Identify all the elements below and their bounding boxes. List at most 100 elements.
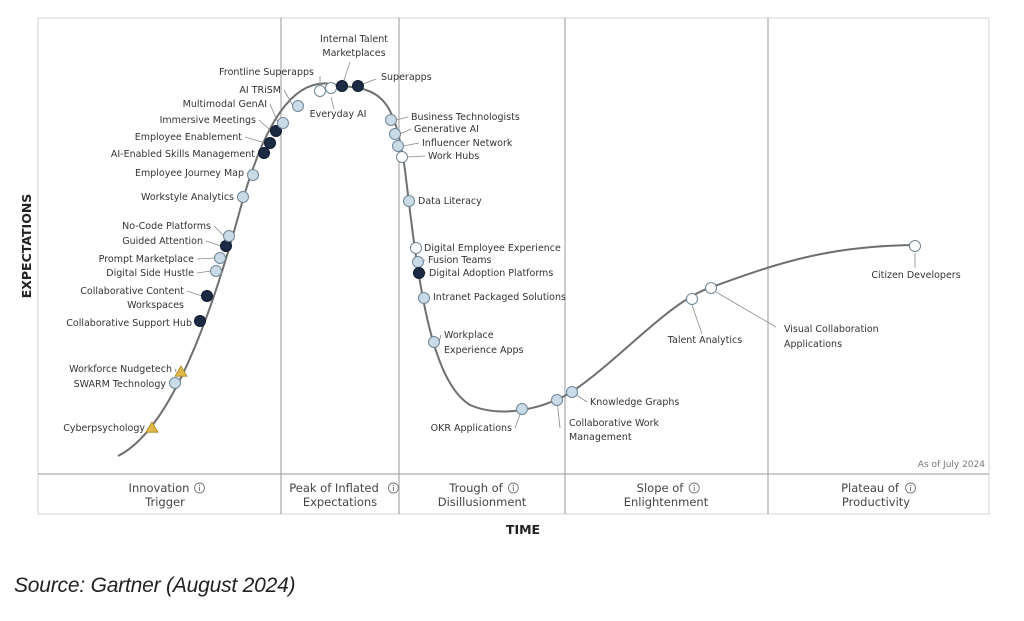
- tech-label: Superapps: [381, 72, 432, 83]
- tech-marker-light[interactable]: [292, 100, 304, 112]
- tech-label: No-Code Platforms: [122, 221, 211, 232]
- tech-marker-light[interactable]: [214, 252, 226, 264]
- tech-marker-triangle[interactable]: [145, 421, 159, 433]
- info-icon[interactable]: [387, 482, 399, 494]
- tech-label-line2: Marketplaces: [322, 48, 385, 59]
- leader-line: [399, 128, 412, 135]
- tech-marker-light[interactable]: [247, 169, 259, 181]
- tech-marker-light[interactable]: [223, 230, 235, 242]
- tech-marker-light[interactable]: [403, 195, 415, 207]
- info-icon[interactable]: [688, 482, 700, 494]
- tech-marker-light[interactable]: [210, 265, 222, 277]
- leader-line: [715, 291, 777, 328]
- tech-label: Collaborative Work: [569, 418, 660, 429]
- phase-label-line2: Disillusionment: [438, 495, 527, 509]
- tech-marker-dark[interactable]: [201, 290, 213, 302]
- tech-label-line2: Management: [569, 432, 632, 443]
- phase-dividers: [280, 18, 769, 514]
- leader-line: [196, 270, 212, 274]
- tech-label: Immersive Meetings: [160, 115, 256, 126]
- tech-marker-light[interactable]: [418, 292, 430, 304]
- tech-marker-light[interactable]: [551, 394, 563, 406]
- tech-label: Data Literacy: [418, 196, 482, 207]
- technology-markers: [145, 80, 921, 433]
- leader-line: [406, 155, 426, 158]
- tech-marker-light[interactable]: [385, 114, 397, 126]
- tech-marker-light[interactable]: [277, 117, 289, 129]
- tech-marker-dark[interactable]: [194, 315, 206, 327]
- tech-marker-light[interactable]: [169, 377, 181, 389]
- info-icon[interactable]: [507, 482, 519, 494]
- source-caption: Source: Gartner (August 2024): [14, 574, 296, 597]
- tech-label: Collaborative Support Hub: [66, 318, 192, 329]
- phase-label-line2: Expectations: [303, 495, 377, 509]
- leader-line: [213, 225, 225, 237]
- tech-marker-dark[interactable]: [413, 267, 425, 279]
- tech-label: Knowledge Graphs: [590, 397, 679, 408]
- info-icon[interactable]: [905, 482, 916, 494]
- tech-label: Multimodal GenAI: [183, 99, 267, 110]
- info-icon[interactable]: [194, 482, 205, 494]
- tech-label: SWARM Technology: [74, 379, 167, 390]
- tech-marker-dark[interactable]: [264, 137, 276, 149]
- tech-marker-dark[interactable]: [352, 80, 364, 92]
- tech-marker-white[interactable]: [325, 82, 337, 94]
- tech-marker-white[interactable]: [705, 282, 717, 294]
- tech-label: Everyday AI: [310, 109, 367, 120]
- leader-line: [174, 368, 177, 373]
- tech-marker-light[interactable]: [237, 191, 249, 203]
- phase-label: Plateau of: [841, 481, 900, 495]
- tech-marker-light[interactable]: [392, 140, 404, 152]
- tech-marker-dark[interactable]: [336, 80, 348, 92]
- y-axis-label: EXPECTATIONS: [19, 194, 34, 299]
- tech-marker-white[interactable]: [410, 242, 422, 254]
- tech-marker-light[interactable]: [516, 403, 528, 415]
- tech-label: Digital Employee Experience: [424, 243, 561, 254]
- tech-label: Internal Talent: [320, 34, 388, 45]
- tech-marker-light[interactable]: [566, 386, 578, 398]
- tech-label: Prompt Marketplace: [99, 254, 194, 265]
- tech-label-line2: Applications: [784, 339, 842, 350]
- tech-label: Digital Adoption Platforms: [429, 268, 553, 279]
- leader-line: [283, 89, 294, 107]
- tech-marker-light[interactable]: [389, 128, 401, 140]
- tech-marker-dark[interactable]: [220, 240, 232, 252]
- leader-line: [330, 96, 335, 110]
- tech-marker-white[interactable]: [909, 240, 921, 252]
- leader-line: [244, 136, 266, 144]
- phase-label-line2: Enlightenment: [624, 495, 709, 509]
- phase-label: Innovation: [129, 481, 190, 495]
- tech-label: Work Hubs: [428, 151, 479, 162]
- tech-marker-white[interactable]: [686, 293, 698, 305]
- tech-label: Guided Attention: [122, 236, 203, 247]
- tech-label: Frontline Superapps: [219, 67, 314, 78]
- tech-label: Collaborative Content: [80, 286, 184, 297]
- tech-label: Workstyle Analytics: [141, 192, 234, 203]
- tech-label: Generative AI: [414, 124, 479, 135]
- x-axis-label: TIME: [506, 522, 540, 537]
- tech-marker-triangle[interactable]: [174, 365, 188, 377]
- tech-marker-white[interactable]: [396, 151, 408, 163]
- tech-marker-white[interactable]: [314, 85, 326, 97]
- tech-marker-dark[interactable]: [270, 125, 282, 137]
- tech-label: OKR Applications: [431, 423, 512, 434]
- tech-label: Employee Journey Map: [135, 168, 244, 179]
- tech-marker-light[interactable]: [428, 336, 440, 348]
- tech-label: Fusion Teams: [428, 255, 492, 266]
- tech-marker-light[interactable]: [412, 256, 424, 268]
- tech-label: Workforce Nudgetech: [69, 364, 172, 375]
- tech-label-line2: Experience Apps: [444, 345, 524, 356]
- leader-line: [691, 304, 703, 335]
- tech-label: Intranet Packaged Solutions: [433, 292, 566, 303]
- leader-line: [258, 119, 272, 132]
- as-of-date: As of July 2024: [918, 460, 985, 470]
- tech-label: Workplace: [444, 330, 494, 341]
- tech-marker-dark[interactable]: [258, 147, 270, 159]
- leader-line: [395, 116, 409, 121]
- leader-line: [196, 257, 216, 260]
- tech-label: Digital Side Hustle: [106, 268, 194, 279]
- tech-label: AI TRiSM: [239, 85, 281, 96]
- plot-frame: [37, 17, 990, 515]
- tech-label: Cyberpsychology: [63, 423, 145, 434]
